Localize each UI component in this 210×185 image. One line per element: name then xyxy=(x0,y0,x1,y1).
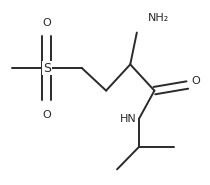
Text: S: S xyxy=(43,62,51,75)
Text: O: O xyxy=(42,18,51,28)
Text: HN: HN xyxy=(120,114,136,124)
Text: NH₂: NH₂ xyxy=(148,13,169,23)
Text: O: O xyxy=(42,110,51,120)
Text: O: O xyxy=(192,76,201,86)
